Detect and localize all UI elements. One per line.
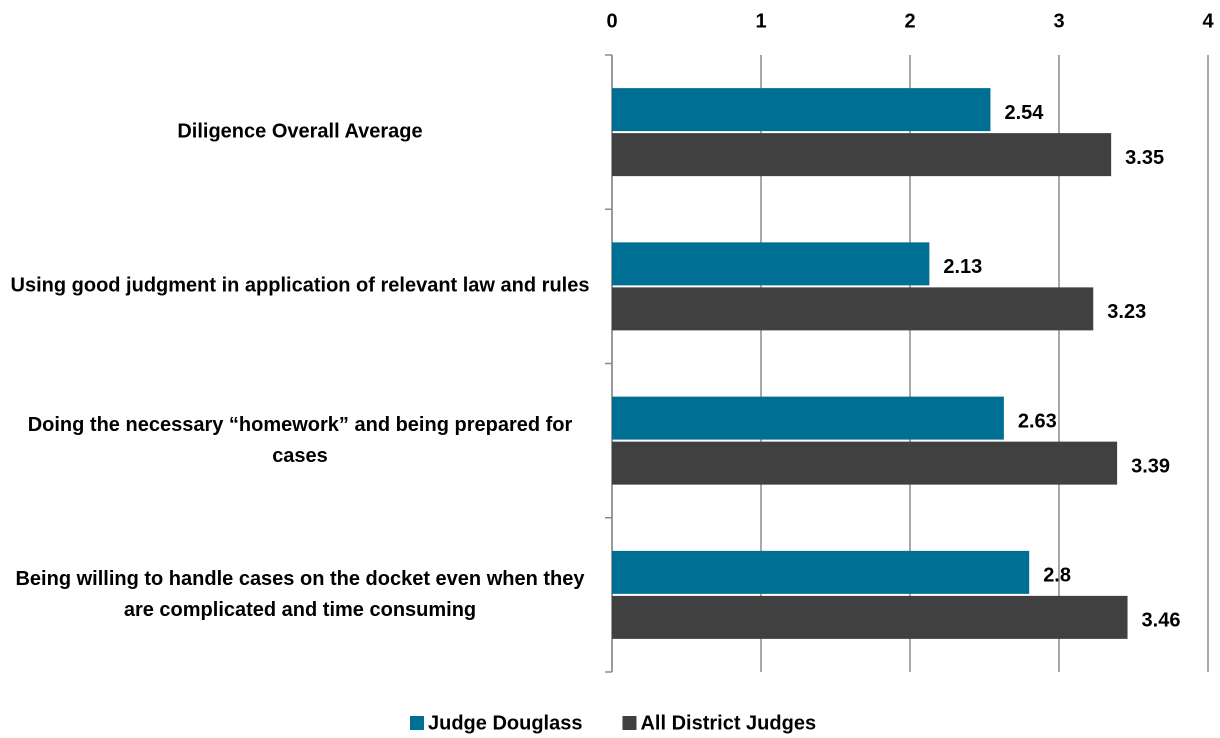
- legend-swatch: [410, 716, 424, 730]
- value-label: 3.23: [1107, 301, 1146, 323]
- category-label: Doing the necessary “homework” and being…: [0, 410, 600, 472]
- bar: [612, 396, 1004, 440]
- value-label: 3.46: [1142, 610, 1181, 632]
- category-text: Using good judgment in application of re…: [10, 274, 590, 297]
- legend-swatch: [622, 716, 637, 730]
- value-label: 2.8: [1043, 565, 1071, 587]
- category-label: Being willing to handle cases on the doc…: [0, 564, 600, 626]
- category-text: Diligence Overall Average: [177, 120, 423, 143]
- value-label: 2.13: [943, 256, 982, 278]
- bar: [612, 441, 1118, 485]
- legend-label: Judge Douglass: [428, 712, 582, 734]
- category-label: Using good judgment in application of re…: [0, 271, 600, 302]
- bar: [612, 88, 991, 132]
- value-label: 3.39: [1131, 455, 1170, 477]
- x-tick-label: 0: [606, 10, 617, 32]
- value-label: 2.63: [1018, 410, 1057, 432]
- category-text: Being willing to handle cases on the doc…: [15, 567, 585, 621]
- bar: [612, 287, 1094, 331]
- legend-label: All District Judges: [640, 712, 816, 734]
- value-label: 3.35: [1125, 147, 1164, 169]
- x-tick-label: 3: [1053, 10, 1064, 32]
- value-label: 2.54: [1004, 102, 1044, 124]
- category-label: Diligence Overall Average: [0, 117, 600, 148]
- bar: [612, 595, 1128, 639]
- bar: [612, 133, 1112, 177]
- x-tick-label: 4: [1202, 10, 1214, 32]
- bar: [612, 242, 930, 286]
- x-tick-label: 2: [904, 10, 915, 32]
- category-text: Doing the necessary “homework” and being…: [27, 413, 573, 467]
- x-tick-label: 1: [755, 10, 766, 32]
- bar: [612, 550, 1030, 594]
